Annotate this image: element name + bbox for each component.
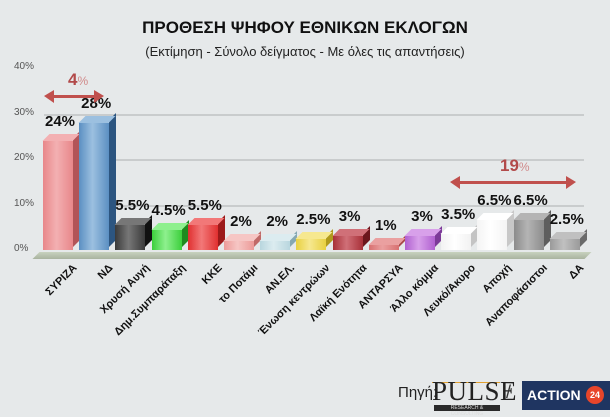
- bar-value-label: 1%: [374, 217, 397, 235]
- gridline: [44, 159, 584, 161]
- bar-value-label: 3.5%: [441, 206, 476, 224]
- chart-floor: [32, 252, 592, 259]
- bar: [368, 235, 406, 250]
- bar-value-label: 2%: [266, 212, 289, 230]
- gap-annotation-left: 4%: [68, 70, 89, 89]
- bar: [549, 228, 587, 250]
- logo-separator: /: [506, 382, 512, 402]
- bar-value-label: 2%: [230, 212, 252, 230]
- bar-value-label: 3%: [338, 208, 361, 226]
- double-arrow-icon: [450, 176, 576, 189]
- y-tick-label: 20%: [14, 152, 35, 163]
- bar-value-label: 3%: [411, 208, 433, 226]
- bar: [187, 214, 225, 250]
- y-tick-label: 40%: [14, 61, 35, 72]
- category-label: ΝΔ: [95, 262, 116, 282]
- bar: [151, 219, 189, 250]
- y-tick-label: 10%: [14, 197, 35, 209]
- category-label: Αναποφάσιστοι: [483, 262, 551, 329]
- bar: [295, 228, 334, 250]
- bar: [513, 210, 551, 250]
- source-label: Πηγή:: [398, 384, 438, 401]
- y-tick-label: 0%: [14, 243, 29, 254]
- pulse-line-icon: [432, 382, 500, 383]
- category-label: Αποχή: [480, 262, 514, 296]
- pulse-logo: PULSE RESEARCH & CONSULTING: [432, 376, 518, 417]
- category-label: ΑΝ.ΕΛ.: [262, 262, 297, 297]
- action24-logo: ACTION 24: [522, 381, 610, 410]
- bar: [440, 224, 479, 250]
- chart-subtitle: (Εκτίμηση - Σύνολο δείγματος - Με όλες τ…: [145, 44, 465, 59]
- category-label: ΚΚΕ: [199, 262, 225, 287]
- bar-value-label: 5.5%: [187, 196, 222, 214]
- action24-badge-icon: 24: [586, 386, 604, 404]
- bar-value-label: 2.5%: [296, 210, 331, 228]
- category-label: ΔΑ: [566, 262, 587, 282]
- bar-value-label: 24%: [44, 112, 76, 130]
- category-label: Δημ.Συμπαράταξη: [112, 262, 189, 339]
- bar: [259, 230, 298, 250]
- y-tick-label: 30%: [14, 106, 35, 118]
- category-label: ΣΥΡΙΖΑ: [43, 262, 80, 299]
- bar: [332, 226, 370, 250]
- gap-annotation-right: 19%: [500, 156, 530, 175]
- gridline: [44, 204, 584, 207]
- bar: [114, 214, 153, 250]
- bar: [476, 210, 515, 250]
- double-arrow-icon: [44, 90, 104, 103]
- bar: [404, 226, 442, 250]
- bar-value-label: 4.5%: [151, 201, 186, 219]
- chart-title: ΠΡΟΘΕΣΗ ΨΗΦΟΥ ΕΘΝΙΚΩΝ ΕΚΛΟΓΩΝ: [142, 18, 468, 37]
- bar-value-label: 2.5%: [549, 210, 584, 228]
- bar-value-label: 6.5%: [513, 192, 548, 210]
- bar-value-label: 5.5%: [115, 196, 150, 214]
- gridline: [44, 113, 584, 116]
- bar: [223, 230, 261, 250]
- bar-value-label: 6.5%: [477, 192, 512, 210]
- bar: [78, 112, 117, 250]
- bar: [42, 130, 80, 250]
